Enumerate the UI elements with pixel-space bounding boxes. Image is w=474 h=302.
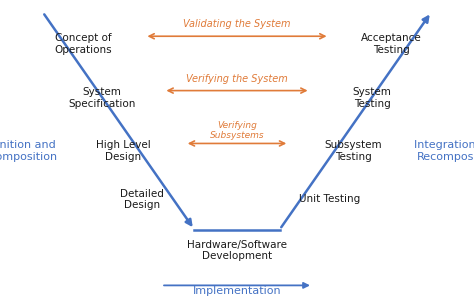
- Text: Definition and
Decomposition: Definition and Decomposition: [0, 140, 58, 162]
- Text: Unit Testing: Unit Testing: [299, 194, 360, 204]
- Text: Concept of
Operations: Concept of Operations: [54, 33, 112, 55]
- Text: Acceptance
Testing: Acceptance Testing: [361, 33, 421, 55]
- Text: Detailed
Design: Detailed Design: [120, 188, 164, 210]
- Text: High Level
Design: High Level Design: [96, 140, 151, 162]
- Text: System
Testing: System Testing: [353, 87, 392, 109]
- Text: Implementation: Implementation: [193, 286, 281, 296]
- Text: Verifying the System: Verifying the System: [186, 74, 288, 84]
- Text: Integration and
Recomposition: Integration and Recomposition: [414, 140, 474, 162]
- Text: Subsystem
Testing: Subsystem Testing: [324, 140, 382, 162]
- Text: Validating the System: Validating the System: [183, 19, 291, 29]
- Text: System
Specification: System Specification: [68, 87, 136, 109]
- Text: Verifying
Subsystems: Verifying Subsystems: [210, 121, 264, 140]
- Text: Hardware/Software
Development: Hardware/Software Development: [187, 240, 287, 262]
